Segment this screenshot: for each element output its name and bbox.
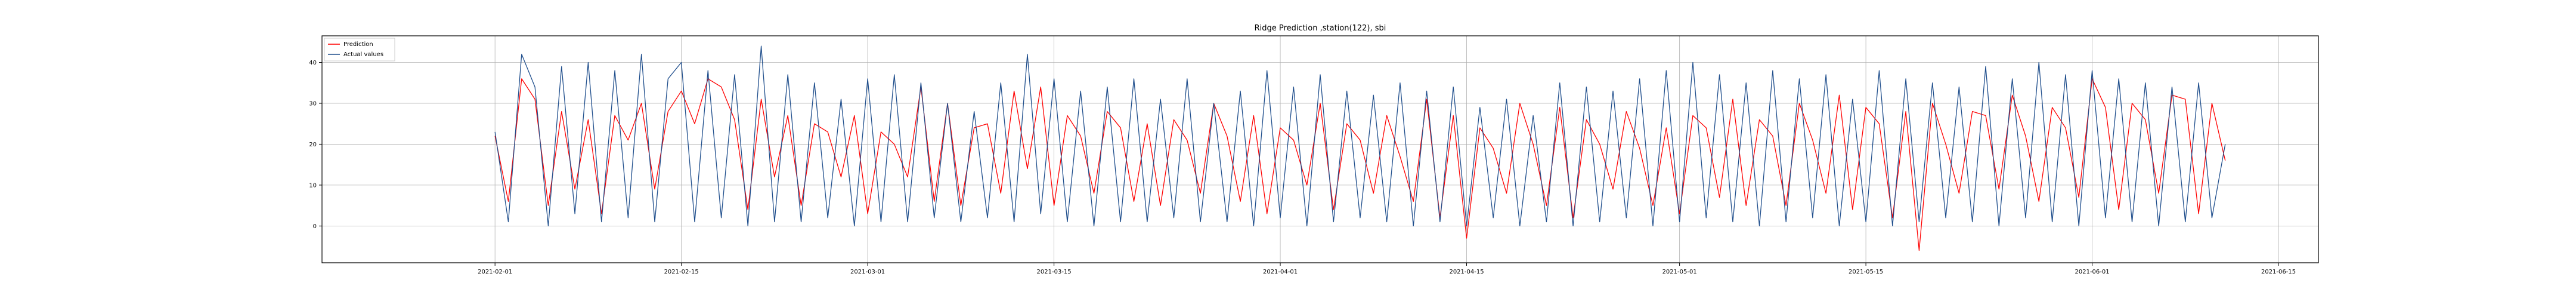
x-tick-label: 2021-03-15 xyxy=(1037,269,1072,275)
series-line-actual-values xyxy=(494,45,2226,227)
x-tick-label: 2021-02-15 xyxy=(664,269,699,275)
x-tick-label: 2021-03-01 xyxy=(850,269,885,275)
plot-frame xyxy=(321,35,2319,263)
x-tick-label: 2021-04-15 xyxy=(1449,269,1484,275)
y-tick-label: 40 xyxy=(309,60,317,66)
x-tick-label: 2021-06-15 xyxy=(2261,269,2296,275)
x-tick-label: 2021-04-01 xyxy=(1263,269,1298,275)
x-tick-label: 2021-06-01 xyxy=(2075,269,2109,275)
legend-label-prediction: Prediction xyxy=(343,41,373,48)
x-tick-label: 2021-02-01 xyxy=(478,269,512,275)
y-tick-label: 10 xyxy=(309,182,317,189)
chart-title: Ridge Prediction ,station(122), sbi xyxy=(1255,24,1386,33)
legend-box xyxy=(324,38,395,62)
x-tick-label: 2021-05-15 xyxy=(1849,269,1883,275)
series-line-prediction xyxy=(494,78,2226,251)
y-tick-label: 20 xyxy=(309,142,317,148)
series-layer xyxy=(494,45,2226,251)
legend: Prediction Actual values xyxy=(324,38,395,62)
y-tick-label: 0 xyxy=(313,223,317,230)
legend-label-actual-values: Actual values xyxy=(343,51,383,58)
x-tick-label: 2021-05-01 xyxy=(1662,269,1697,275)
tick-layer: 2021-02-01 2021-02-15 2021-03-01 2021-03-15… xyxy=(309,60,2296,275)
y-tick-label: 30 xyxy=(309,100,317,107)
